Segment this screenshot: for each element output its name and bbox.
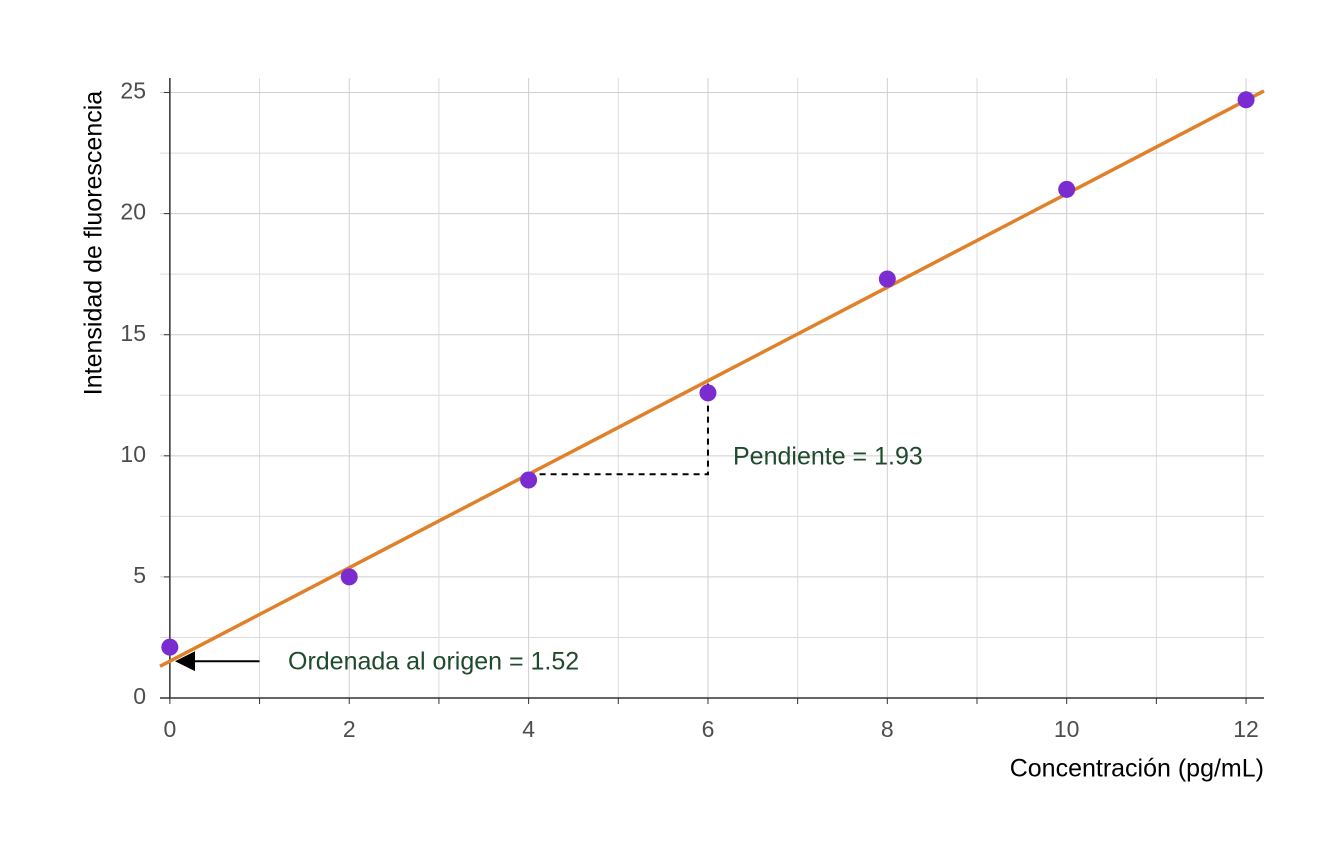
- x-axis-label: Concentración (pg/mL): [1010, 755, 1264, 783]
- annotation: Ordenada al origen = 1.52: [288, 648, 579, 676]
- data-point: [520, 471, 538, 489]
- x-tick-label: 12: [1233, 716, 1259, 742]
- y-tick-label: 20: [120, 199, 146, 225]
- y-tick-label: 15: [120, 320, 146, 346]
- y-tick-label: 10: [120, 441, 146, 467]
- x-tick-label: 10: [1054, 716, 1080, 742]
- y-tick-label: 25: [120, 78, 146, 104]
- x-tick-label: 8: [881, 716, 894, 742]
- data-point: [1058, 180, 1076, 198]
- data-point: [1237, 91, 1255, 109]
- fit-line: [159, 89, 1265, 668]
- data-point: [340, 568, 358, 586]
- data-point: [699, 384, 717, 402]
- y-tick-label: 5: [133, 562, 146, 588]
- x-tick-label: 4: [522, 716, 535, 742]
- x-tick-label: 0: [163, 716, 176, 742]
- slope-triangle: [528, 380, 709, 476]
- x-tick-label: 2: [343, 716, 356, 742]
- data-point: [878, 270, 896, 288]
- y-axis-label: Intensidad de fluorescencia: [80, 91, 108, 395]
- data-point: [161, 638, 179, 656]
- annotation: Pendiente = 1.93: [733, 443, 923, 471]
- y-tick-label: 0: [133, 683, 146, 709]
- x-tick-label: 6: [702, 716, 715, 742]
